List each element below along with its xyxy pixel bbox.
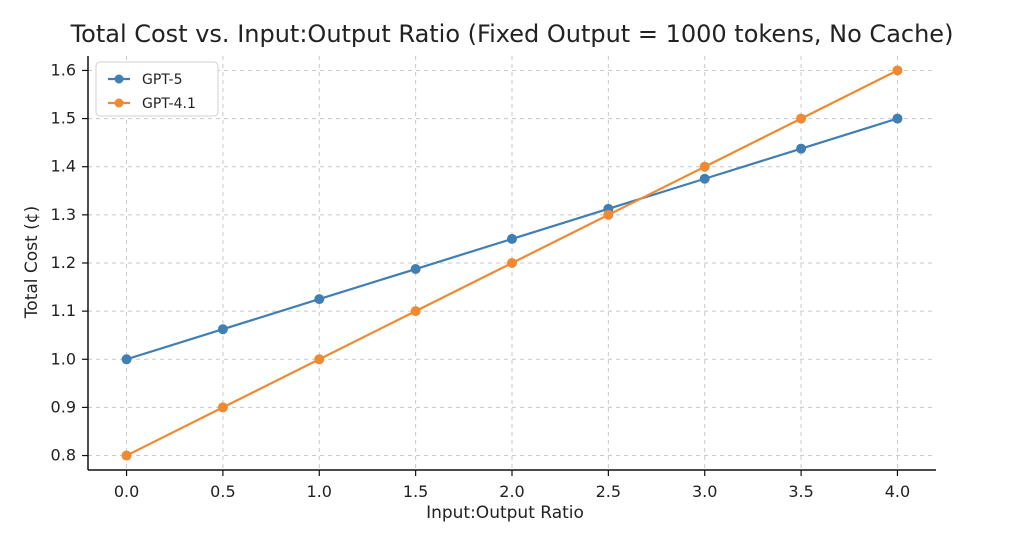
series-2-point: [217, 402, 228, 413]
grid-layer: [88, 56, 936, 470]
x-tick-label: 2.5: [596, 482, 621, 501]
y-tick-label: 1.0: [51, 349, 76, 368]
axes-layer: 0.0 0.5 1.0 1.5 2.0 2.5 3.0 3.5 4.0 0.8 0.9 1.0 1.1 1…: [51, 56, 936, 501]
series-2-point: [410, 306, 421, 317]
x-tick-label: 3.5: [788, 482, 813, 501]
series-2-point: [314, 354, 325, 365]
chart-title: Total Cost vs. Input:Output Ratio (Fixed…: [70, 20, 954, 48]
x-axis-label: Input:Output Ratio: [426, 503, 584, 523]
legend-label-2: GPT-4.1: [142, 96, 196, 112]
x-tick-label: 0.5: [210, 482, 235, 501]
legend-marker-1: [114, 74, 124, 84]
x-tick-label: 2.0: [499, 482, 524, 501]
y-axis-label: Total Cost (¢): [22, 206, 42, 319]
series-2-point: [121, 450, 132, 461]
series-1-point: [507, 233, 517, 244]
series-1-point: [410, 264, 421, 275]
series-2-point: [892, 65, 903, 76]
series-1-point: [217, 324, 228, 335]
series-1-point: [796, 143, 807, 154]
y-tick-label: 0.9: [51, 397, 76, 416]
x-tick-label: 1.5: [403, 482, 428, 501]
legend-label-1: GPT-5: [142, 72, 183, 88]
legend-marker-2: [114, 98, 124, 108]
x-tick-label: 3.0: [692, 482, 717, 501]
x-tick-label: 0.0: [114, 482, 139, 501]
y-tick-label: 1.6: [51, 60, 76, 79]
x-tick-label: 4.0: [885, 482, 910, 501]
series-2-point: [699, 161, 710, 172]
series-2-point: [796, 113, 807, 124]
legend: GPT-5 GPT-4.1: [95, 61, 219, 117]
y-tick-label: 1.5: [51, 109, 76, 128]
series-1-point: [699, 173, 710, 184]
series-layer: [121, 65, 903, 461]
y-tick-label: 0.8: [51, 446, 76, 465]
series-2-point: [507, 258, 517, 268]
y-tick-label: 1.1: [51, 301, 76, 320]
y-tick-label: 1.3: [51, 205, 76, 224]
series-2-point: [603, 209, 614, 220]
y-tick-label: 1.2: [51, 253, 76, 272]
y-tick-label: 1.4: [51, 157, 76, 176]
series-1-point: [892, 113, 903, 124]
x-tick-label: 1.0: [307, 482, 332, 501]
series-1-point: [314, 294, 325, 305]
series-1-point: [121, 354, 132, 365]
